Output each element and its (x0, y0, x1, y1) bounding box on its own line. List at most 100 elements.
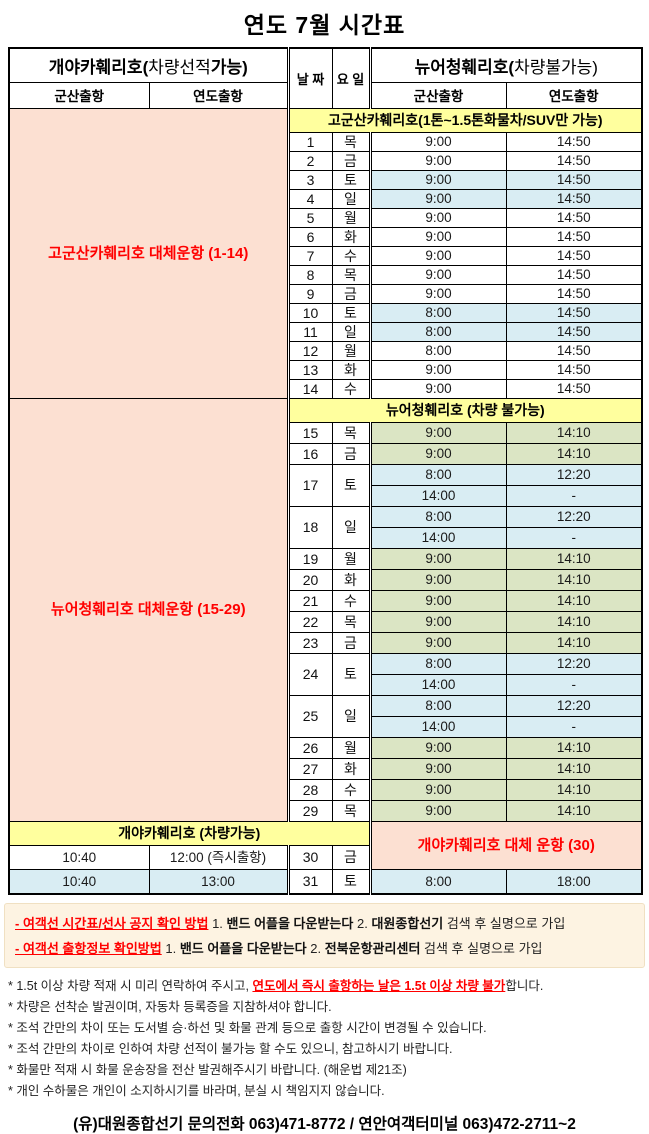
day-cell: 토 (331, 868, 371, 894)
star-note-line: * 1.5t 이상 차량 적재 시 미리 연락하여 주시고, 연도에서 즉시 출… (8, 978, 544, 993)
gunsan-departure-time: 9:00 (368, 757, 507, 780)
date-cell: 22 (286, 610, 333, 633)
gunsan-departure-time: 9:00 (368, 631, 507, 654)
date-cell: 29 (286, 799, 333, 822)
table-row: 10:40 12:00 (즉시출항) 30 금 (8, 844, 642, 870)
table-row: 27 화 9:00 14:10 (9, 757, 643, 780)
yeondo-departure-time: 14:10 (505, 631, 643, 654)
day-cell: 화 (331, 568, 371, 591)
day-cell: 목 (331, 264, 371, 285)
day-cell: 수 (331, 378, 371, 399)
gunsan-departure-time: 14:00 (368, 673, 507, 696)
table-row: 14:00- (9, 484, 643, 507)
gunsan-departure-time: 8:00 (368, 694, 507, 717)
table-row: 개야카훼리호 (차량가능) 개야카훼리호 대체 운항 (30) (8, 820, 643, 870)
gunsan-departure-time: 14:00 (368, 484, 507, 507)
day-cell: 토 (331, 302, 371, 323)
date-cell: 12 (286, 340, 333, 361)
yeondo-departure-time: 14:10 (505, 610, 643, 633)
table-row: 4 일 9:00 14:50 (9, 188, 643, 209)
left-gunsan-departure-header: 군산출항 (8, 81, 150, 109)
table-row: 14:00- (9, 526, 643, 549)
table-row: 16 금 9:00 14:10 (9, 442, 643, 465)
date-cell: 25 (286, 694, 333, 738)
gunsan-departure-time: 9:00 (368, 169, 507, 190)
table-row: 1 목 9:00 14:50 (9, 131, 643, 152)
date-cell: 16 (286, 442, 333, 465)
yeondo-departure-time: 14:50 (505, 169, 643, 190)
table-row: 25 일 8:00 12:20 (9, 694, 643, 738)
section2-banner: 뉴어청훼리호 (차량 불가능) (286, 397, 643, 423)
gunsan-departure-time: 9:00 (368, 778, 507, 801)
note-line: - 여객선 출항정보 확인방법 1. 밴드 어플을 다운받는다 2. 전북운항관… (15, 936, 634, 961)
date-cell: 7 (286, 245, 333, 266)
yeondo-departure-time: 14:50 (505, 378, 643, 399)
yeondo-departure-time: 12:20 (505, 463, 643, 486)
gaeya-yeondo-departure-time: 12:00 (즉시출항) (148, 844, 289, 870)
gunsan-departure-time: 8:00 (368, 463, 507, 486)
gunsan-departure-time: 9:00 (368, 245, 507, 266)
gunsan-departure-time: 9:00 (368, 188, 507, 209)
yeondo-departure-time: 14:50 (505, 321, 643, 342)
star-note-line: * 차량은 선착순 발권이며, 자동차 등록증을 지참하셔야 합니다. (8, 999, 332, 1014)
date-cell: 4 (286, 188, 333, 209)
note-method-label: - 여객선 출항정보 확인방법 (15, 940, 162, 956)
table-row: 5 월 9:00 14:50 (9, 207, 643, 228)
table-row: 7 수 9:00 14:50 (9, 245, 643, 266)
table-row: 10:40 13:00 31 토 8:00 18:00 (8, 868, 643, 894)
gunsan-departure-time: 8:00 (368, 340, 507, 361)
table-row: 14:00- (9, 715, 643, 738)
day-cell: 월 (331, 736, 371, 759)
page-title: 연도 7월 시간표 (243, 12, 406, 38)
day-cell: 월 (331, 340, 371, 361)
gaeya-yeondo-departure-time: 13:00 (148, 868, 289, 894)
day-cell: 목 (331, 799, 371, 822)
date-column-header: 날 짜 (286, 47, 333, 109)
date-cell: 18 (286, 505, 333, 549)
date-cell: 23 (286, 631, 333, 654)
date-cell: 17 (286, 463, 333, 507)
date-cell: 24 (286, 652, 333, 696)
table-row: 12 월 8:00 14:50 (9, 340, 643, 361)
table-row: 20 화 9:00 14:10 (9, 568, 643, 591)
gunsan-departure-time: 9:00 (368, 359, 507, 380)
substitute-note-neweocheong: 뉴어청훼리호 대체운항 (15-29) (8, 397, 289, 822)
table-row: 3 토 9:00 14:50 (9, 169, 643, 190)
yeondo-departure-time: 14:10 (505, 799, 643, 822)
gunsan-departure-time: 9:00 (368, 547, 507, 570)
gunsan-departure-time: 9:00 (368, 736, 507, 759)
yeondo-departure-time: 14:50 (505, 245, 643, 266)
date-cell: 27 (286, 757, 333, 780)
note-text: 1. (161, 940, 180, 956)
day-cell: 금 (331, 283, 371, 304)
day-cell: 목 (331, 131, 371, 152)
day-cell: 토 (331, 169, 371, 190)
yeondo-departure-time: - (505, 673, 643, 696)
day-cell: 금 (331, 442, 371, 465)
table-row: 14 수 9:00 14:50 (9, 378, 643, 399)
day-cell: 금 (331, 844, 371, 870)
star-note-line: * 개인 수하물은 개인이 소지하시기를 바라며, 분실 시 책임지지 않습니다… (8, 1083, 385, 1098)
date-cell: 19 (286, 547, 333, 570)
day-cell: 월 (331, 547, 371, 570)
gaeya-gunsan-departure-time: 10:40 (8, 844, 150, 870)
day-cell: 일 (331, 694, 371, 738)
yeondo-departure-time: 14:50 (505, 131, 643, 152)
yeondo-departure-time: 14:50 (505, 340, 643, 361)
yeondo-departure-time: 14:10 (505, 589, 643, 612)
section1-banner: 고군산카훼리호(1톤~1.5톤화물차/SUV만 가능) (286, 107, 643, 133)
yeondo-departure-time: 14:10 (505, 568, 643, 591)
date-cell: 30 (286, 844, 333, 870)
table-row: 21 수 9:00 14:10 (9, 589, 643, 612)
date-cell: 2 (286, 150, 333, 171)
gunsan-departure-time: 9:00 (368, 207, 507, 228)
day-cell: 목 (331, 610, 371, 633)
substitute-note-gaeya: 개야카훼리호 대체 운항 (30) (368, 820, 643, 870)
date-cell: 28 (286, 778, 333, 801)
gunsan-departure-time: 9:00 (368, 589, 507, 612)
left-ship-note: 차량선적 (148, 57, 211, 77)
yeondo-departure-time: 14:10 (505, 757, 643, 780)
table-header-row: 개야카훼리호(차량선적가능) 날 짜 요 일 뉴어청훼리호(차량불가능) (8, 47, 643, 109)
day-cell: 화 (331, 757, 371, 780)
note-text: 2. (306, 940, 325, 956)
